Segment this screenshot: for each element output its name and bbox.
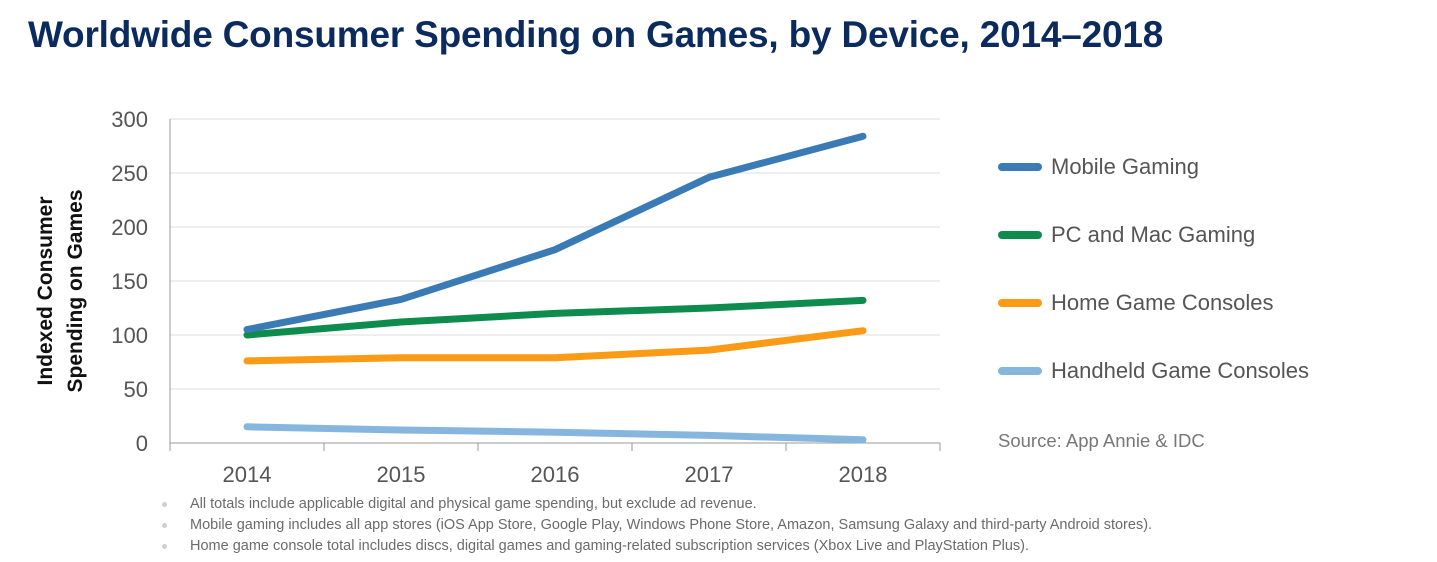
legend-swatch	[998, 163, 1042, 171]
legend-swatch	[998, 367, 1042, 375]
legend-swatch	[998, 299, 1042, 307]
y-tick-label: 0	[136, 431, 148, 456]
legend-label: PC and Mac Gaming	[1051, 222, 1256, 247]
y-tick-label: 150	[111, 269, 148, 294]
legend-item-pc-mac-gaming: PC and Mac Gaming	[998, 218, 1309, 252]
y-tick-label: 50	[124, 377, 148, 402]
series-line-handheld-game-consoles	[243, 423, 867, 444]
footnote: Mobile gaming includes all app stores (i…	[160, 515, 1152, 536]
y-axis-title-line: Spending on Games	[64, 189, 87, 392]
legend-swatch	[998, 231, 1042, 239]
y-tick-label: 200	[111, 215, 148, 240]
x-tick-labels: 2014 2015 2016 2017 2018	[223, 462, 888, 487]
footnote: Home game console total includes discs, …	[160, 536, 1152, 557]
series-line-pc-and-mac-gaming	[243, 296, 867, 339]
x-tick-label: 2014	[223, 462, 272, 487]
y-tick-label: 300	[111, 107, 148, 132]
legend-item-home-game-consoles: Home Game Consoles	[998, 286, 1309, 320]
x-tick-label: 2017	[685, 462, 734, 487]
series-line-mobile-gaming	[243, 132, 867, 334]
source-note: Source: App Annie & IDC	[998, 430, 1205, 451]
y-tick-label: 100	[111, 323, 148, 348]
chart-title: Worldwide Consumer Spending on Games, by…	[28, 14, 1164, 55]
x-tick-label: 2018	[839, 462, 888, 487]
legend-label: Mobile Gaming	[1051, 154, 1199, 179]
y-axis-title-line: Indexed Consumer	[34, 196, 57, 385]
series-line-home-game-consoles	[243, 327, 867, 365]
footnote: All totals include applicable digital an…	[160, 494, 1152, 515]
footnotes: All totals include applicable digital an…	[160, 494, 1152, 557]
x-tick-label: 2015	[377, 462, 426, 487]
legend-item-handheld-game-consoles: Handheld Game Consoles	[998, 354, 1309, 388]
x-tick-label: 2016	[531, 462, 580, 487]
legend: Mobile Gaming PC and Mac Gaming Home Gam…	[998, 150, 1309, 422]
series-lines	[243, 132, 867, 444]
legend-label: Handheld Game Consoles	[1051, 358, 1310, 383]
y-tick-label: 250	[111, 161, 148, 186]
legend-label: Home Game Consoles	[1051, 290, 1274, 315]
legend-item-mobile-gaming: Mobile Gaming	[998, 150, 1309, 184]
y-tick-labels: 0 50 100 150 200 250 300	[111, 107, 148, 456]
axes	[169, 119, 941, 451]
gridlines	[170, 118, 940, 390]
y-axis-title: Indexed Consumer Spending on Games	[34, 189, 87, 392]
